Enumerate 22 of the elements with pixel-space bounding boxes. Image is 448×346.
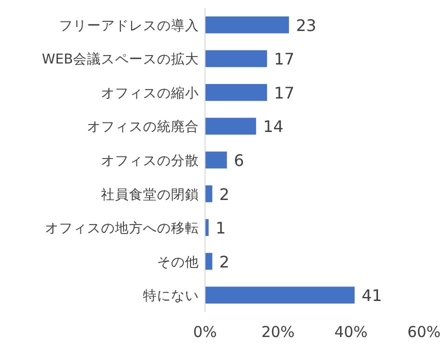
data-label: 2 — [219, 252, 230, 272]
y-tick-label: オフィスの縮小 — [101, 85, 199, 102]
y-tick-label: オフィスの統廃合 — [87, 119, 199, 136]
data-label: 2 — [219, 184, 230, 204]
y-tick-label: オフィスの地方への移転 — [45, 220, 199, 237]
data-label: 17 — [274, 50, 294, 69]
y-tick-label: 社員食堂の閉鎖 — [101, 186, 199, 203]
data-label: 14 — [263, 117, 284, 136]
data-label: 41 — [362, 286, 382, 306]
data-label: 6 — [234, 151, 244, 170]
x-tick-label: 40% — [334, 323, 368, 341]
data-label: 1 — [216, 218, 226, 238]
x-tick-label: 20% — [261, 323, 295, 341]
data-label: 23 — [296, 16, 316, 35]
y-tick-label: オフィスの分散 — [101, 153, 199, 169]
y-tick-label: WEB会議スペースの拡大 — [42, 52, 199, 68]
y-tick-label: 特にない — [143, 288, 199, 304]
y-tick-label: その他 — [157, 254, 199, 270]
x-tick-label: 0% — [193, 323, 217, 341]
y-tick-label: フリーアドレスの導入 — [59, 18, 199, 34]
x-tick-label: 60% — [407, 323, 441, 341]
data-label: 17 — [274, 83, 294, 102]
